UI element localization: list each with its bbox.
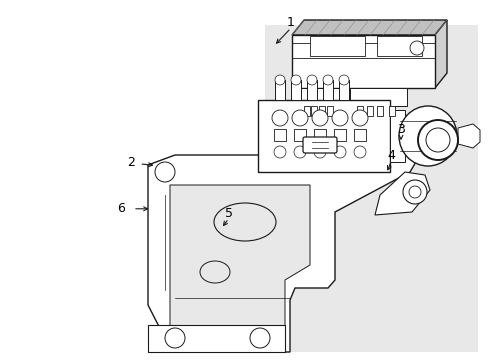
- Circle shape: [293, 146, 305, 158]
- Circle shape: [249, 328, 269, 348]
- Circle shape: [338, 75, 348, 85]
- Circle shape: [164, 328, 184, 348]
- Bar: [273, 129, 285, 141]
- Polygon shape: [264, 25, 477, 352]
- Bar: [376, 36, 421, 56]
- Circle shape: [271, 110, 287, 126]
- Ellipse shape: [398, 106, 456, 166]
- Bar: [338, 80, 348, 100]
- Polygon shape: [389, 110, 404, 162]
- Bar: [388, 106, 394, 116]
- Polygon shape: [291, 35, 434, 88]
- Polygon shape: [291, 20, 446, 35]
- Bar: [356, 106, 362, 116]
- Polygon shape: [457, 124, 479, 148]
- Circle shape: [353, 146, 365, 158]
- Circle shape: [313, 146, 325, 158]
- Text: 6: 6: [117, 202, 125, 215]
- Ellipse shape: [200, 261, 229, 283]
- Bar: [333, 129, 346, 141]
- Circle shape: [351, 110, 367, 126]
- Bar: [318, 106, 325, 116]
- Bar: [353, 129, 365, 141]
- Circle shape: [331, 110, 347, 126]
- Bar: [376, 106, 382, 116]
- Polygon shape: [299, 88, 341, 106]
- Text: 1: 1: [286, 16, 294, 29]
- Bar: [323, 80, 332, 100]
- Circle shape: [311, 110, 327, 126]
- Bar: [310, 106, 316, 116]
- Polygon shape: [349, 88, 406, 106]
- Circle shape: [425, 128, 449, 152]
- Text: 5: 5: [224, 207, 232, 220]
- Circle shape: [274, 75, 285, 85]
- Bar: [306, 80, 316, 100]
- Circle shape: [273, 146, 285, 158]
- Circle shape: [417, 120, 457, 160]
- Circle shape: [333, 146, 346, 158]
- Bar: [293, 129, 305, 141]
- Polygon shape: [258, 100, 389, 172]
- FancyBboxPatch shape: [303, 137, 336, 153]
- Polygon shape: [148, 325, 285, 352]
- Polygon shape: [148, 115, 419, 352]
- Circle shape: [306, 75, 316, 85]
- Polygon shape: [434, 20, 446, 88]
- Circle shape: [291, 110, 307, 126]
- Bar: [274, 80, 285, 100]
- Circle shape: [290, 75, 301, 85]
- Text: 3: 3: [396, 123, 404, 136]
- Circle shape: [408, 186, 420, 198]
- Bar: [326, 106, 332, 116]
- Text: 2: 2: [127, 156, 135, 169]
- Bar: [313, 129, 325, 141]
- Circle shape: [155, 162, 175, 182]
- Bar: [304, 106, 309, 116]
- Circle shape: [323, 75, 332, 85]
- Ellipse shape: [214, 203, 275, 241]
- Polygon shape: [374, 172, 429, 215]
- Circle shape: [409, 41, 423, 55]
- Polygon shape: [170, 185, 309, 335]
- Bar: [290, 80, 301, 100]
- Text: 4: 4: [386, 149, 394, 162]
- Circle shape: [402, 180, 426, 204]
- Bar: [309, 36, 364, 56]
- Bar: [366, 106, 372, 116]
